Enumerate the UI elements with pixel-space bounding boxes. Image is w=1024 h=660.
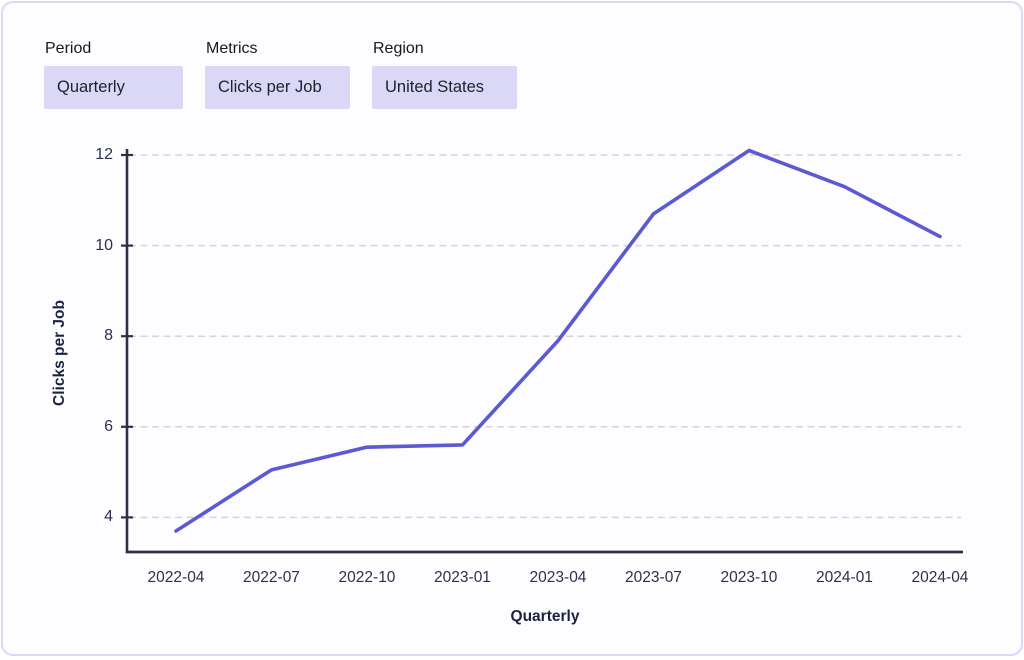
y-axis-title: Clicks per Job <box>51 300 68 406</box>
filter-bar: Period Quarterly Metrics Clicks per Job … <box>44 39 517 109</box>
region-select[interactable]: United States <box>372 66 517 109</box>
filter-group-region: Region United States <box>372 39 517 109</box>
metrics-select[interactable]: Clicks per Job <box>205 66 350 109</box>
x-tick-label: 2024-04 <box>911 569 969 586</box>
x-tick-label: 2022-07 <box>243 569 300 586</box>
x-tick-label: 2022-04 <box>147 569 205 586</box>
filter-group-metrics: Metrics Clicks per Job <box>205 39 350 109</box>
y-tick-label: 4 <box>104 508 113 526</box>
y-tick-label: 10 <box>95 236 113 254</box>
period-label: Period <box>45 40 92 57</box>
data-series-line <box>174 148 942 533</box>
x-tick-label: 2024-01 <box>816 569 873 586</box>
y-tick-label: 12 <box>95 146 113 163</box>
metrics-label: Metrics <box>206 40 258 57</box>
y-tick-label: 6 <box>104 417 113 435</box>
x-tick-label: 2023-10 <box>720 569 778 586</box>
filter-group-period: Period Quarterly <box>44 39 183 109</box>
period-select[interactable]: Quarterly <box>44 66 183 109</box>
x-tick-label: 2023-04 <box>529 569 587 586</box>
x-tick-label: 2023-07 <box>625 569 682 586</box>
x-tick-label: 2023-01 <box>434 569 491 586</box>
x-tick-label: 2022-10 <box>338 569 396 586</box>
y-tick-label: 8 <box>104 327 113 345</box>
x-axis-title: Quarterly <box>510 608 580 625</box>
region-label: Region <box>373 40 424 57</box>
